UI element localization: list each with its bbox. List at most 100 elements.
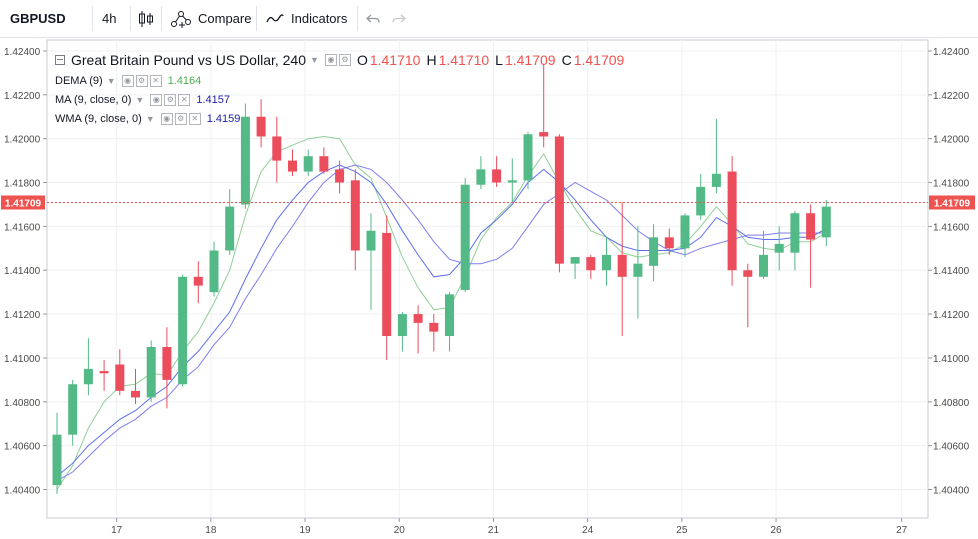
last-price-label-right: 1.41709 <box>934 198 971 209</box>
y-tick-label-left: 1.40600 <box>4 442 41 453</box>
x-tick-label: 24 <box>582 525 594 536</box>
candle-down <box>727 156 737 286</box>
eye-icon[interactable]: ◉ <box>160 112 173 125</box>
close-icon[interactable]: ✕ <box>149 74 162 87</box>
legend-title-row: Great Britain Pound vs US Dollar, 240 ▼ … <box>55 49 624 71</box>
gear-icon[interactable]: ⚙ <box>164 93 177 106</box>
candle-body <box>429 322 439 332</box>
candle-body <box>649 237 659 266</box>
candle-body <box>146 346 156 398</box>
candle-body <box>806 213 816 240</box>
x-tick-label: 18 <box>205 525 217 536</box>
candle-body <box>335 169 345 183</box>
candle-up <box>52 412 62 494</box>
y-tick-label-left: 1.41200 <box>4 310 41 321</box>
candle-up <box>523 132 533 190</box>
candle-down <box>272 116 282 183</box>
y-tick-label-left: 1.41600 <box>4 222 41 233</box>
toolbar-divider <box>92 6 93 31</box>
candle-up <box>774 226 784 271</box>
chevron-down-icon[interactable]: ▼ <box>106 75 116 86</box>
gear-icon[interactable]: ⚙ <box>338 54 351 66</box>
candle-up <box>507 158 517 203</box>
toolbar-divider <box>357 6 358 31</box>
symbol-label: GBPUSD <box>10 11 66 26</box>
candle-down <box>350 169 360 271</box>
candle-down <box>554 134 564 273</box>
close-icon[interactable]: ✕ <box>188 112 201 125</box>
close-icon[interactable]: ✕ <box>178 93 191 106</box>
candle-body <box>680 215 690 249</box>
candle-down <box>586 254 596 279</box>
eye-icon[interactable]: ◉ <box>121 74 134 87</box>
undo-button[interactable] <box>366 0 380 37</box>
legend-indicator-wma[interactable]: WMA (9, close, 0) ▼ ◉ ⚙ ✕ 1.4159 <box>55 109 624 128</box>
chart-title: Great Britain Pound vs US Dollar, 240 <box>71 52 307 68</box>
candle-body <box>554 136 564 264</box>
candle-up <box>366 213 376 310</box>
indicator-value: 1.4164 <box>167 74 202 87</box>
compare-button[interactable]: Compare <box>170 0 251 37</box>
compare-label: Compare <box>198 11 252 26</box>
legend-indicator-dema[interactable]: DEMA (9) ▼ ◉ ⚙ ✕ 1.4164 <box>55 71 624 90</box>
last-price-badge-left <box>1 195 45 210</box>
chart-style-button[interactable] <box>138 0 154 37</box>
ohlc-high-value: 1.41710 <box>438 52 490 68</box>
indicator-value: 1.4159 <box>206 112 241 125</box>
candle-down <box>162 327 172 409</box>
interval-button[interactable]: 4h <box>102 0 116 37</box>
candle-down <box>492 156 502 187</box>
redo-button[interactable] <box>392 0 406 37</box>
last-price-marker: 1.41709 1.41709 <box>1 195 975 210</box>
symbol-search-button[interactable]: GBPUSD <box>10 0 66 37</box>
candle-body <box>382 232 392 337</box>
candle-body <box>131 390 140 398</box>
x-tick-label: 17 <box>111 525 123 536</box>
candle-up <box>696 173 706 220</box>
candle-down <box>664 228 674 255</box>
gear-icon[interactable]: ⚙ <box>174 112 187 125</box>
candle-up <box>649 224 659 282</box>
candle-body <box>445 294 454 337</box>
candle-body <box>319 156 329 172</box>
y-tick-label-right: 1.42000 <box>933 135 970 146</box>
candle-body <box>743 270 753 277</box>
candle-body <box>193 276 203 286</box>
indicator-value: 1.4157 <box>196 93 230 106</box>
candle-body <box>209 250 219 293</box>
eye-icon[interactable]: ◉ <box>150 93 163 106</box>
x-tick-label: 26 <box>770 525 782 536</box>
candle-down <box>288 149 297 176</box>
toolbar-divider <box>161 6 162 31</box>
candle-down <box>413 305 423 354</box>
ohlc-close-value: 1.41709 <box>573 52 625 68</box>
x-tick-label: 19 <box>299 525 311 536</box>
candle-up <box>303 149 313 176</box>
candle-up <box>570 257 580 279</box>
candle-down <box>115 349 125 396</box>
candle-down <box>99 360 109 391</box>
eye-icon[interactable]: ◉ <box>324 54 337 66</box>
legend-indicator-ma[interactable]: MA (9, close, 0) ▼ ◉ ⚙ ✕ 1.4157 <box>55 90 624 109</box>
indicators-button[interactable]: Indicators <box>266 0 347 37</box>
candle-body <box>272 136 282 161</box>
candle-up <box>240 103 250 209</box>
candle-body <box>366 230 376 251</box>
y-tick-label-left: 1.42400 <box>4 47 41 58</box>
candle-up <box>680 213 690 258</box>
candle-body <box>303 156 313 172</box>
gear-icon[interactable]: ⚙ <box>135 74 148 87</box>
chevron-down-icon[interactable]: ▼ <box>145 113 155 124</box>
chevron-down-icon[interactable]: ▼ <box>135 94 145 105</box>
collapse-legend-icon[interactable] <box>55 55 65 65</box>
candle-down <box>806 204 816 288</box>
axes: 1.42400 1.42400 1.42200 1.42200 1.42000 1.420… <box>4 47 970 536</box>
candle-body <box>115 364 125 391</box>
candle-body <box>727 171 737 271</box>
candle-down <box>131 368 140 404</box>
chevron-down-icon[interactable]: ▼ <box>310 55 319 65</box>
y-tick-label-right: 1.41000 <box>933 354 970 365</box>
y-tick-label-right: 1.40800 <box>933 398 970 409</box>
x-tick-label: 27 <box>896 525 908 536</box>
